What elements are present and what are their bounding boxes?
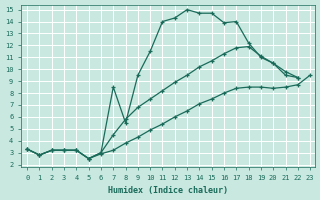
X-axis label: Humidex (Indice chaleur): Humidex (Indice chaleur) — [108, 186, 228, 195]
